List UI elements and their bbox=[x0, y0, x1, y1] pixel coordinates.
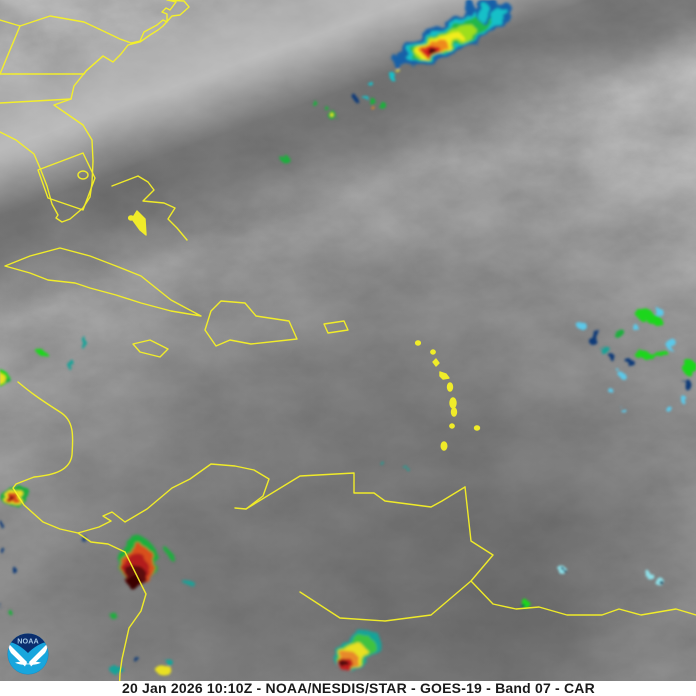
svg-text:NOAA: NOAA bbox=[17, 637, 39, 646]
